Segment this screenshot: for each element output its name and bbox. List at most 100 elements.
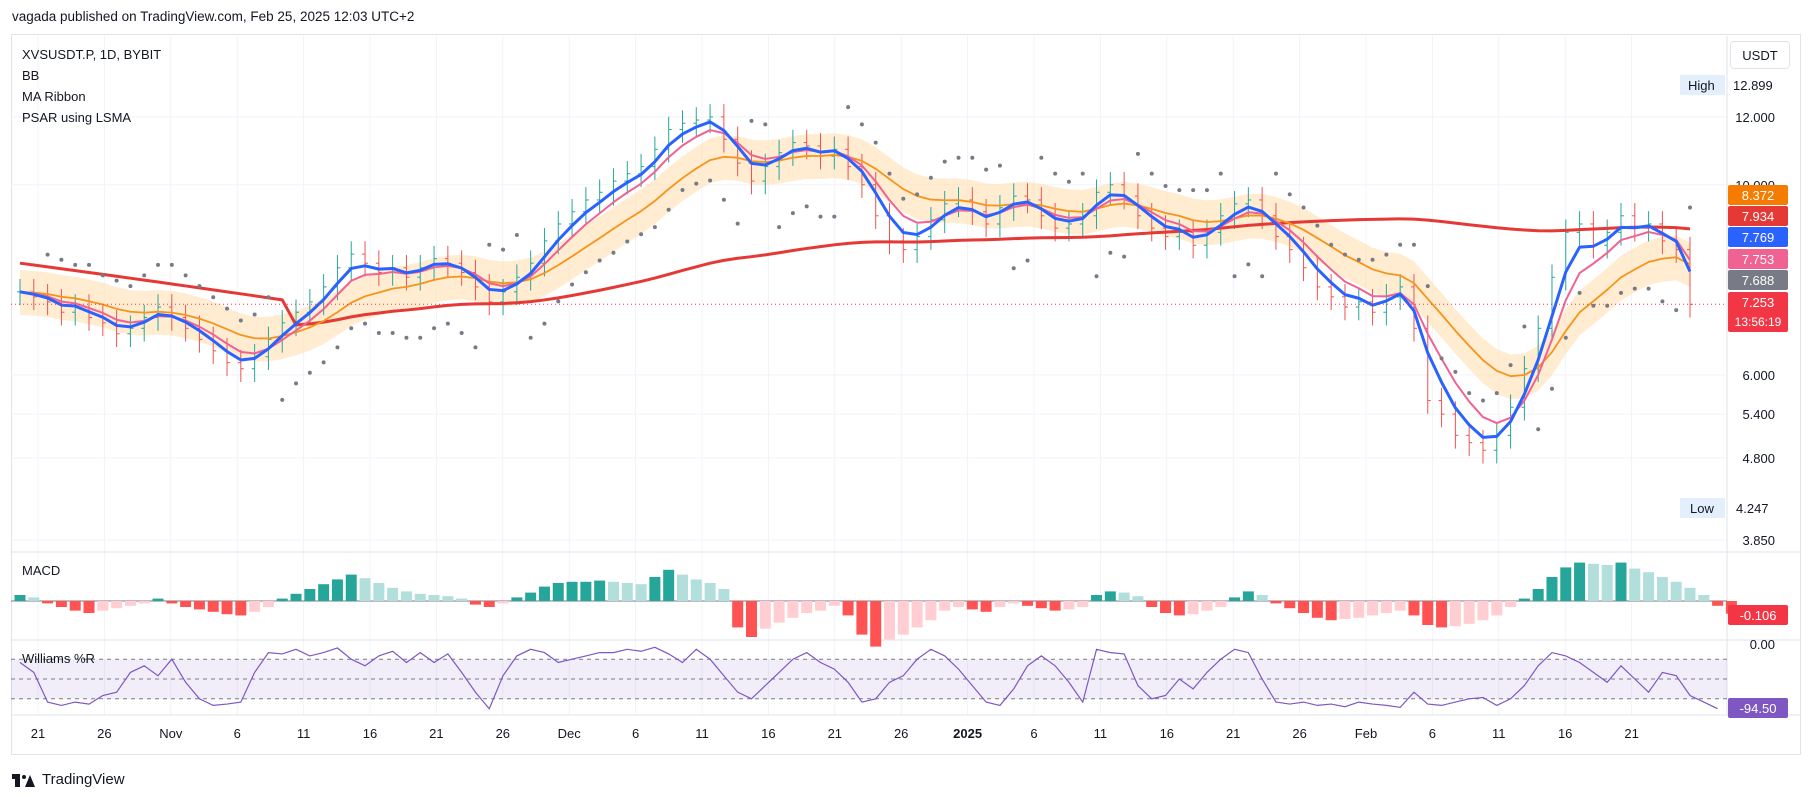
- macd-histogram-bar: [732, 601, 744, 628]
- macd-histogram-bar: [387, 587, 399, 601]
- macd-histogram-bar: [939, 601, 951, 611]
- macd-histogram-bar: [1298, 601, 1310, 613]
- macd-histogram-bar: [138, 601, 150, 604]
- psar-dot: [597, 258, 602, 263]
- price-axis-badge-text: 7.753: [1742, 252, 1775, 267]
- macd-histogram-bar: [207, 601, 219, 612]
- high-value: 12.899: [1733, 78, 1773, 93]
- low-label: Low: [1690, 501, 1714, 516]
- published-header: vagada published on TradingView.com, Feb…: [12, 9, 415, 24]
- time-tick-label: 21: [828, 726, 842, 741]
- price-tick-label: 4.800: [1742, 451, 1775, 466]
- legend-symbol[interactable]: XVSUSDT.P, 1D, BYBIT: [22, 47, 162, 62]
- low-value: 4.247: [1736, 501, 1769, 516]
- time-tick-label: 26: [97, 726, 111, 741]
- macd-histogram-bar: [966, 601, 978, 610]
- price-tick-label: 6.000: [1742, 368, 1775, 383]
- time-tick-label: 2025: [953, 726, 982, 741]
- macd-histogram-bar: [414, 593, 426, 601]
- macd-histogram-bar: [1256, 595, 1268, 601]
- macd-histogram-bar: [1629, 568, 1641, 601]
- macd-histogram-bar: [1560, 567, 1572, 601]
- macd-histogram-bar: [193, 601, 205, 610]
- macd-histogram-bar: [1353, 601, 1365, 618]
- wr-value-badge: [1728, 698, 1788, 718]
- wr-line: [19, 646, 1718, 710]
- currency-selector[interactable]: USDT: [1730, 41, 1790, 69]
- macd-histogram-bar: [276, 598, 288, 601]
- psar-dot: [984, 167, 989, 172]
- macd-histogram-bar: [1532, 589, 1544, 601]
- macd-histogram-bar: [1187, 601, 1199, 615]
- macd-histogram-bar: [1077, 601, 1089, 607]
- time-tick-label: 16: [1160, 726, 1174, 741]
- psar-dot: [169, 262, 174, 267]
- psar-dot: [1494, 391, 1499, 396]
- macd-histogram-bar: [718, 589, 730, 601]
- macd-histogram-bar: [1104, 591, 1116, 601]
- psar-dot: [873, 140, 878, 145]
- macd-value-badge: [1728, 605, 1788, 625]
- time-tick-label: 11: [297, 726, 311, 741]
- time-tick-label: 16: [1558, 726, 1572, 741]
- psar-dot: [87, 262, 92, 267]
- psar-dot: [1301, 205, 1306, 210]
- psar-dot: [1094, 274, 1099, 279]
- time-tick-label: 26: [1292, 726, 1306, 741]
- macd-pane-label[interactable]: MACD: [22, 563, 61, 578]
- psar-dot: [1342, 252, 1347, 257]
- psar-dot: [1080, 171, 1085, 176]
- price-axis-badge-text: 7.934: [1742, 209, 1775, 224]
- legend-ma-ribbon[interactable]: MA Ribbon: [22, 89, 86, 104]
- price-axis-badge-text: 7.769: [1742, 230, 1775, 245]
- macd-histogram-bar: [787, 601, 799, 618]
- psar-dot: [1674, 308, 1679, 313]
- price-axis-badge: [1728, 206, 1788, 226]
- macd-histogram-bar: [14, 595, 26, 601]
- psar-dot: [1536, 427, 1541, 432]
- williams-pane-label[interactable]: Williams %R: [22, 651, 95, 666]
- tradingview-footer[interactable]: TradingView: [12, 771, 125, 788]
- macd-histogram-bar: [621, 583, 633, 601]
- macd-histogram-bar: [1339, 601, 1351, 619]
- macd-histogram-bar: [1615, 562, 1627, 601]
- time-tick-label: 21: [1226, 726, 1240, 741]
- legend-bb[interactable]: BB: [22, 68, 40, 83]
- macd-histogram-bar: [1284, 601, 1296, 609]
- psar-dot: [307, 370, 312, 375]
- macd-histogram-bar: [1477, 601, 1489, 621]
- psar-dot: [280, 397, 285, 402]
- psar-dot: [859, 122, 864, 127]
- price-axis-badge: [1728, 185, 1788, 205]
- legend-psar[interactable]: PSAR using LSMA: [22, 110, 132, 125]
- psar-dot: [514, 233, 519, 238]
- macd-histogram-bar: [69, 601, 81, 611]
- psar-dot: [708, 178, 713, 183]
- macd-histogram-bar: [594, 580, 606, 601]
- time-tick-label: 26: [894, 726, 908, 741]
- macd-histogram-bar: [1643, 572, 1655, 601]
- psar-dot: [1453, 369, 1458, 374]
- macd-histogram-bar: [221, 601, 233, 615]
- psar-dot: [790, 211, 795, 216]
- macd-histogram-bar: [1118, 592, 1130, 601]
- low-label-bg: [1680, 498, 1725, 518]
- time-tick-label: 26: [496, 726, 510, 741]
- psar-dot: [1053, 171, 1058, 176]
- psar-dot: [556, 299, 561, 304]
- macd-histogram-bar: [511, 597, 523, 601]
- psar-dot: [1135, 151, 1140, 156]
- time-tick-label: 6: [1429, 726, 1436, 741]
- macd-histogram-bar: [1394, 601, 1406, 611]
- time-tick-label: 6: [1030, 726, 1037, 741]
- psar-dot: [680, 188, 685, 193]
- macd-histogram-bar: [1587, 563, 1599, 601]
- psar-dot: [1149, 171, 1154, 176]
- macd-histogram-bar: [1049, 601, 1061, 611]
- macd-histogram-bar: [1656, 577, 1668, 601]
- chart-frame: [11, 34, 1801, 755]
- psar-dot: [970, 155, 975, 160]
- price-axis-badge: [1728, 292, 1788, 332]
- macd-histogram-bar: [953, 601, 965, 607]
